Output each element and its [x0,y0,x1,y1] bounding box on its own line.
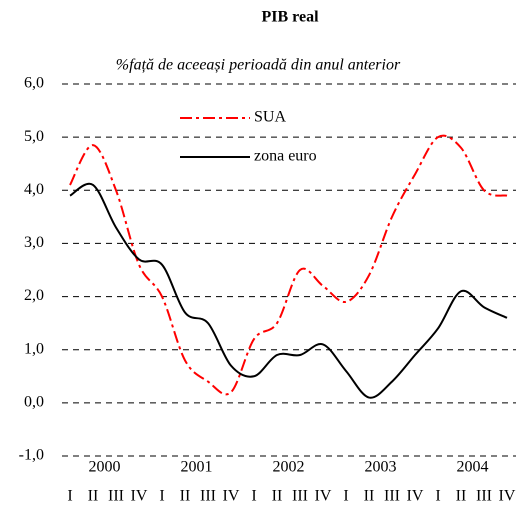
x-tick-label: II [456,488,467,505]
x-tick-label: II [180,488,191,505]
x-tick-label: IV [315,488,332,505]
x-tick-label: I [435,488,440,505]
x-tick-label: I [159,488,164,505]
x-tick-label: III [108,488,124,505]
x-tick-label: III [476,488,492,505]
y-tick-label: -1,0 [19,447,44,464]
series-line [69,182,508,399]
x-tick-label: II [272,488,283,505]
x-tick-label: IV [223,488,240,505]
series-line [69,134,508,396]
x-tick-label: I [343,488,348,505]
x-tick-label: II [364,488,375,505]
y-tick-label: 3,0 [24,234,44,251]
y-tick-label: 1,0 [24,340,44,357]
year-label: 2002 [273,459,305,476]
chart-subtitle: %față de aceeași perioadă din anul anter… [116,57,401,74]
y-tick-label: 0,0 [24,394,44,411]
y-tick-label: 2,0 [24,287,44,304]
year-label: 2000 [89,459,121,476]
chart-title: PIB real [261,9,319,26]
year-label: 2004 [457,459,489,476]
legend-label: zona euro [254,148,317,165]
x-tick-label: II [88,488,99,505]
x-tick-label: IV [499,488,516,505]
x-tick-label: III [384,488,400,505]
x-tick-label: I [251,488,256,505]
year-label: 2003 [365,459,397,476]
legend-label: SUA [254,109,286,126]
x-tick-label: I [67,488,72,505]
x-tick-label: IV [131,488,148,505]
y-tick-label: 5,0 [24,128,44,145]
year-label: 2001 [181,459,213,476]
y-tick-label: 6,0 [24,75,44,92]
x-tick-label: IV [407,488,424,505]
y-tick-label: 4,0 [24,181,44,198]
x-tick-label: III [292,488,308,505]
x-tick-label: III [200,488,216,505]
